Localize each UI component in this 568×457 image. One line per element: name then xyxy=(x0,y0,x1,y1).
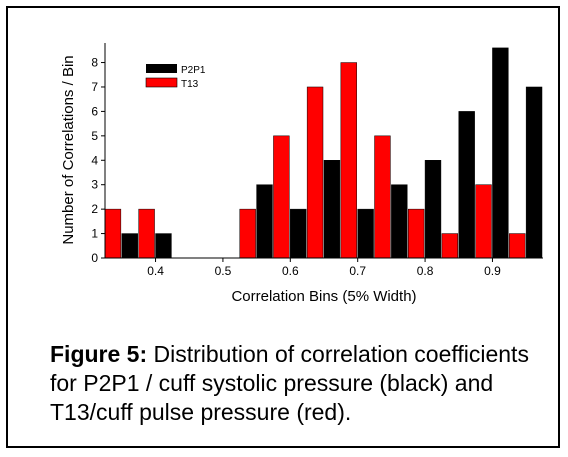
y-tick-label-3: 3 xyxy=(91,178,98,192)
x-tick-label-1: 0.5 xyxy=(215,264,232,278)
bar-p2p1-6 xyxy=(323,160,341,259)
caption-label: Figure 5: xyxy=(50,341,148,367)
legend-label-t13: T13 xyxy=(181,79,199,90)
bar-p2p1-5 xyxy=(290,208,307,259)
bar-p2p1-9 xyxy=(424,160,442,259)
bar-p2p1-4 xyxy=(256,184,273,259)
x-tick-label-0: 0.4 xyxy=(147,264,164,278)
x-tick-label-4: 0.8 xyxy=(417,264,434,278)
bar-t13-0 xyxy=(104,208,122,259)
y-tick-label-2: 2 xyxy=(91,202,98,216)
legend-label-p2p1: P2P1 xyxy=(181,65,206,76)
bar-p2p1-1 xyxy=(155,233,172,259)
y-tick-label-7: 7 xyxy=(91,80,98,94)
bar-chart: 0 1 2 3 4 5 6 7 8 0.4 0.5 0.6 0.7 0.8 0.9 Correlation… xyxy=(60,43,543,305)
y-axis-label: Number of Correlations / Bin xyxy=(60,55,77,244)
bar-t13-9 xyxy=(407,208,425,259)
bar-p2p1-7 xyxy=(357,208,374,259)
bar-t13-10 xyxy=(441,233,459,259)
bar-t13-6 xyxy=(306,86,324,259)
bar-t13-1 xyxy=(138,208,155,259)
bar-t13-4 xyxy=(239,208,256,259)
y-tick-label-4: 4 xyxy=(91,153,98,167)
bar-t13-11 xyxy=(475,184,492,259)
bar-t13-5 xyxy=(273,135,290,259)
bar-t13-12 xyxy=(509,233,526,259)
legend-swatch-p2p1 xyxy=(146,64,177,73)
bar-p2p1-10 xyxy=(458,111,475,259)
y-tick-label-6: 6 xyxy=(91,104,98,118)
axes-group xyxy=(104,43,543,259)
y-tick-label-8: 8 xyxy=(91,56,98,70)
legend: P2P1 T13 xyxy=(145,64,206,90)
y-tick-label-0: 0 xyxy=(91,251,98,265)
bar-t13-7 xyxy=(340,62,357,259)
x-tick-label-5: 0.9 xyxy=(484,264,501,278)
y-tick-label-5: 5 xyxy=(91,129,98,143)
x-axis-label: Correlation Bins (5% Width) xyxy=(231,288,416,305)
x-ticks-group: 0.4 0.5 0.6 0.7 0.8 0.9 xyxy=(147,258,501,278)
x-tick-label-3: 0.7 xyxy=(349,264,366,278)
bar-p2p1-0 xyxy=(121,233,138,259)
x-tick-label-2: 0.6 xyxy=(282,264,299,278)
bar-p2p1-11 xyxy=(492,47,509,259)
bars-group xyxy=(104,47,543,259)
caption-text: Distribution of correlation coefficients… xyxy=(50,341,529,425)
y-ticks-group: 0 1 2 3 4 5 6 7 8 xyxy=(91,56,105,265)
bar-p2p1-8 xyxy=(391,184,408,259)
bar-t13-8 xyxy=(374,135,391,259)
bar-p2p1-12 xyxy=(525,86,543,259)
y-tick-label-1: 1 xyxy=(91,227,98,241)
legend-swatch-t13 xyxy=(145,77,178,88)
figure-caption: Figure 5: Distribution of correlation co… xyxy=(50,340,555,427)
